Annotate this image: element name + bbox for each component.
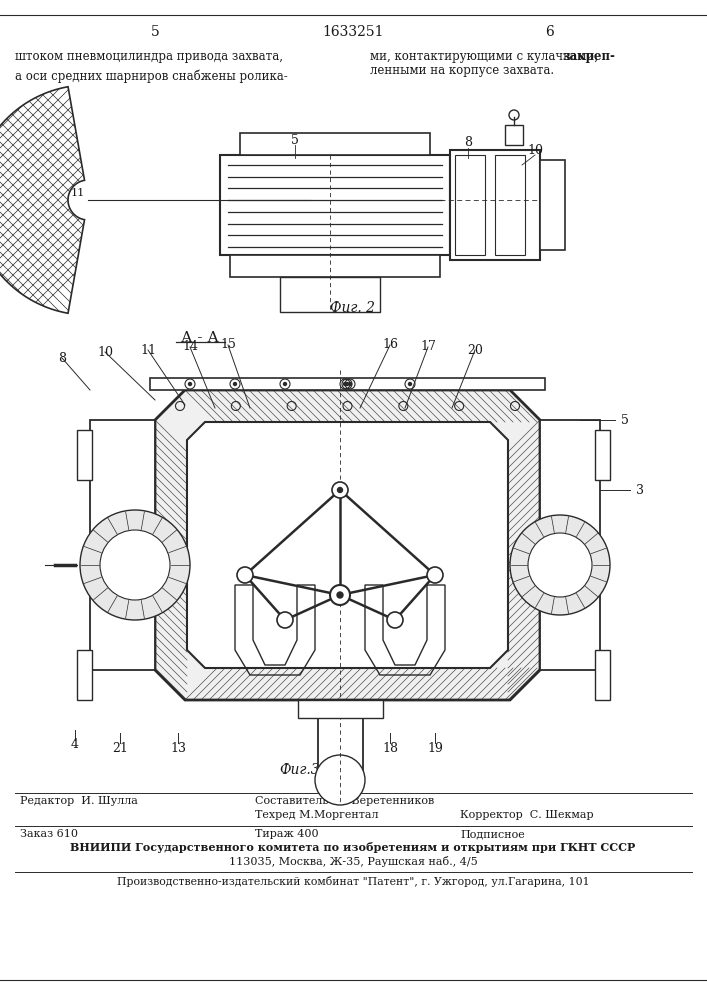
Circle shape	[409, 382, 411, 385]
Text: закреп-: закреп-	[563, 50, 616, 63]
Text: 21: 21	[112, 742, 128, 754]
Bar	[77, 430, 92, 480]
Text: 11: 11	[71, 188, 85, 198]
Text: Корректор  С. Шекмар: Корректор С. Шекмар	[460, 810, 594, 820]
Circle shape	[349, 382, 351, 385]
Bar	[540, 160, 565, 250]
Text: Фиг. 2: Фиг. 2	[330, 301, 375, 315]
Text: 13: 13	[170, 742, 186, 754]
Circle shape	[237, 567, 253, 583]
Text: 8: 8	[58, 352, 66, 364]
Text: Фиг.3: Фиг.3	[280, 763, 320, 777]
Text: 10: 10	[527, 143, 543, 156]
Text: ми, контактирующими с кулачками,: ми, контактирующими с кулачками,	[370, 50, 602, 63]
Text: 5: 5	[151, 25, 159, 39]
Text: штоком пневмоцилиндра привода захвата,
а оси средних шарниров снабжены ролика-: штоком пневмоцилиндра привода захвата, а…	[15, 50, 288, 83]
Text: 14: 14	[182, 340, 198, 354]
Text: А - А: А - А	[181, 331, 219, 345]
Circle shape	[284, 382, 286, 385]
Text: ленными на корпусе захвата.: ленными на корпусе захвата.	[370, 64, 554, 77]
Text: 15: 15	[220, 338, 236, 352]
Text: 20: 20	[467, 344, 483, 357]
Circle shape	[332, 482, 348, 498]
Circle shape	[277, 612, 293, 628]
Text: 3: 3	[636, 484, 644, 496]
Bar	[505, 125, 523, 145]
Bar	[455, 155, 485, 255]
Bar	[90, 420, 155, 670]
Bar	[150, 378, 545, 390]
Circle shape	[233, 382, 237, 385]
Circle shape	[330, 585, 350, 605]
Bar	[318, 700, 363, 780]
Bar	[77, 650, 92, 700]
Text: ВНИИПИ Государственного комитета по изобретениям и открытиям при ГКНТ СССР: ВНИИПИ Государственного комитета по изоб…	[71, 842, 636, 853]
Bar	[450, 150, 540, 260]
Bar	[0, 85, 707, 325]
Bar	[0, 330, 707, 780]
Circle shape	[337, 592, 343, 598]
Polygon shape	[155, 390, 540, 700]
Bar	[230, 255, 440, 277]
Bar	[280, 277, 380, 312]
Polygon shape	[0, 87, 85, 313]
Circle shape	[346, 382, 349, 385]
Circle shape	[528, 533, 592, 597]
Circle shape	[80, 510, 190, 620]
Text: Тираж 400: Тираж 400	[255, 829, 319, 839]
Bar	[240, 133, 430, 155]
Text: 16: 16	[382, 338, 398, 352]
Text: Подписное: Подписное	[460, 829, 525, 839]
Text: 8: 8	[464, 136, 472, 149]
Text: 19: 19	[427, 742, 443, 754]
Text: 5: 5	[621, 414, 629, 426]
Text: 6: 6	[546, 25, 554, 39]
Text: 1633251: 1633251	[322, 25, 384, 39]
Circle shape	[510, 515, 610, 615]
Circle shape	[100, 530, 170, 600]
Text: 10: 10	[97, 346, 113, 359]
Circle shape	[315, 755, 365, 805]
Circle shape	[189, 382, 192, 385]
Bar	[540, 420, 600, 670]
Circle shape	[427, 567, 443, 583]
Text: 5: 5	[291, 133, 299, 146]
Text: Производственно-издательский комбинат "Патент", г. Ужгород, ул.Гагарина, 101: Производственно-издательский комбинат "П…	[117, 876, 590, 887]
Bar	[220, 155, 450, 255]
Text: 113035, Москва, Ж-35, Раушская наб., 4/5: 113035, Москва, Ж-35, Раушская наб., 4/5	[228, 856, 477, 867]
Bar	[495, 155, 525, 255]
Text: 17: 17	[420, 340, 436, 354]
Text: Редактор  И. Шулла: Редактор И. Шулла	[20, 796, 138, 806]
Text: Составитель  О. Веретенников: Составитель О. Веретенников	[255, 796, 434, 806]
Bar	[595, 650, 610, 700]
Text: 11: 11	[140, 344, 156, 357]
Text: 4: 4	[71, 738, 79, 752]
Circle shape	[387, 612, 403, 628]
Text: 18: 18	[382, 742, 398, 754]
Text: Техред М.Моргентал: Техред М.Моргентал	[255, 810, 378, 820]
Text: Заказ 610: Заказ 610	[20, 829, 78, 839]
Bar	[595, 430, 610, 480]
Circle shape	[344, 382, 346, 385]
Polygon shape	[187, 422, 508, 668]
Circle shape	[337, 488, 342, 492]
Bar	[298, 700, 383, 718]
